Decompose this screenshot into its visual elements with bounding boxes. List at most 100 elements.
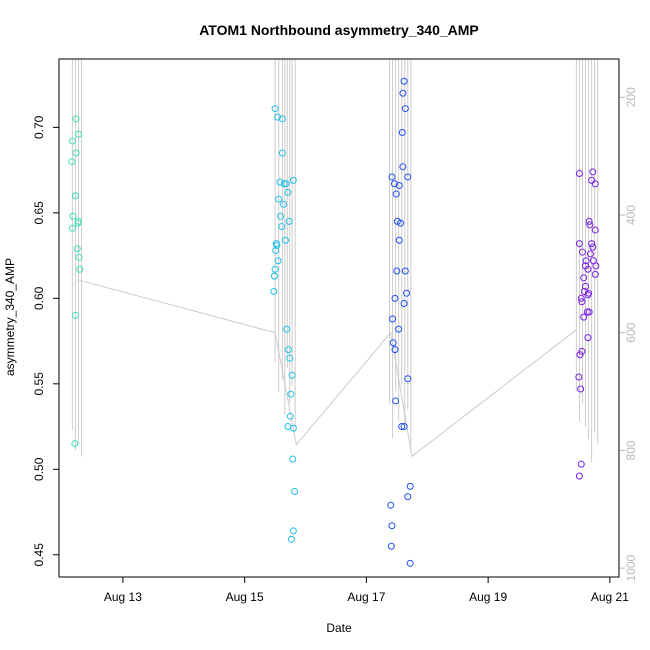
data-point bbox=[270, 272, 278, 280]
data-point bbox=[392, 190, 400, 198]
data-point bbox=[68, 158, 76, 166]
data-point bbox=[391, 294, 399, 302]
data-point bbox=[271, 265, 279, 273]
data-point bbox=[71, 192, 79, 200]
y-axis-label: asymmetry_340_AMP bbox=[3, 258, 17, 376]
data-point bbox=[395, 325, 403, 333]
secondary-line bbox=[77, 279, 577, 458]
data-point bbox=[404, 493, 412, 501]
x-tick-label: Aug 19 bbox=[469, 590, 507, 604]
data-point bbox=[72, 149, 80, 157]
data-point bbox=[575, 240, 583, 248]
data-point bbox=[575, 170, 583, 178]
data-point bbox=[395, 182, 403, 190]
data-point bbox=[75, 253, 83, 261]
x-axis-label: Date bbox=[326, 621, 352, 635]
data-point bbox=[401, 105, 409, 113]
data-point bbox=[584, 291, 592, 299]
data-point bbox=[289, 455, 297, 463]
data-point bbox=[583, 308, 591, 316]
data-point bbox=[400, 423, 408, 431]
data-point bbox=[395, 236, 403, 244]
data-point bbox=[282, 180, 290, 188]
data-point bbox=[273, 241, 281, 249]
secondary-series bbox=[71, 59, 599, 463]
data-point bbox=[74, 130, 82, 138]
data-point bbox=[74, 219, 82, 227]
data-point bbox=[580, 313, 588, 321]
data-point bbox=[585, 308, 593, 316]
data-point bbox=[592, 262, 600, 270]
data-point bbox=[399, 89, 407, 97]
data-point bbox=[284, 346, 292, 354]
data-point bbox=[69, 212, 77, 220]
y2-tick-label: 400 bbox=[624, 205, 638, 225]
data-point bbox=[270, 288, 278, 296]
data-point bbox=[398, 129, 406, 137]
data-point bbox=[76, 265, 84, 273]
data-point bbox=[68, 224, 76, 232]
data-point bbox=[400, 299, 408, 307]
data-point bbox=[277, 212, 285, 220]
scatter-points bbox=[68, 77, 600, 567]
data-point bbox=[275, 195, 283, 203]
data-point bbox=[591, 270, 599, 278]
data-point bbox=[578, 298, 586, 306]
data-point bbox=[575, 472, 583, 480]
y-axis: 0.45 0.50 0.55 0.60 0.65 0.70 bbox=[32, 115, 59, 566]
data-point bbox=[582, 282, 590, 290]
data-point bbox=[68, 137, 76, 145]
right-axis: 200 400 600 800 1000 bbox=[619, 87, 638, 582]
y-tick-label: 0.55 bbox=[32, 372, 46, 396]
data-point bbox=[577, 294, 585, 302]
data-point bbox=[278, 149, 286, 157]
data-point bbox=[285, 217, 293, 225]
data-point bbox=[399, 163, 407, 171]
data-point bbox=[398, 423, 406, 431]
data-point bbox=[578, 248, 586, 256]
data-point bbox=[289, 176, 297, 184]
data-point bbox=[280, 180, 288, 188]
data-point bbox=[286, 354, 294, 362]
data-point bbox=[404, 375, 412, 383]
data-point bbox=[283, 325, 291, 333]
data-point bbox=[72, 115, 80, 123]
data-point bbox=[577, 385, 585, 393]
data-point bbox=[396, 219, 404, 227]
data-point bbox=[588, 240, 596, 248]
data-point bbox=[291, 488, 299, 496]
data-point bbox=[272, 246, 280, 254]
data-point bbox=[389, 315, 397, 323]
data-point bbox=[271, 105, 279, 113]
data-point bbox=[404, 173, 412, 181]
data-point bbox=[274, 257, 282, 265]
data-point bbox=[591, 180, 599, 188]
data-point bbox=[286, 412, 294, 420]
data-point bbox=[71, 311, 79, 319]
data-point bbox=[577, 460, 585, 468]
data-point bbox=[400, 77, 408, 85]
data-point bbox=[391, 346, 399, 354]
data-point bbox=[281, 236, 289, 244]
y-tick-label: 0.60 bbox=[32, 286, 46, 310]
y-tick-label: 0.70 bbox=[32, 115, 46, 139]
data-point bbox=[289, 527, 297, 535]
data-point bbox=[278, 115, 286, 123]
data-point bbox=[406, 482, 414, 490]
data-point bbox=[284, 188, 292, 196]
data-point bbox=[401, 267, 409, 275]
y-tick-label: 0.65 bbox=[32, 201, 46, 225]
data-point bbox=[584, 334, 592, 342]
data-point bbox=[578, 347, 586, 355]
data-point bbox=[585, 217, 593, 225]
y-tick-label: 0.50 bbox=[32, 457, 46, 481]
x-tick-label: Aug 17 bbox=[347, 590, 385, 604]
x-axis: Aug 13 Aug 15 Aug 17 Aug 19 Aug 21 bbox=[104, 577, 629, 604]
y2-tick-label: 600 bbox=[624, 322, 638, 342]
data-point bbox=[389, 339, 397, 347]
data-point bbox=[584, 265, 592, 273]
data-point bbox=[71, 440, 79, 448]
data-point bbox=[288, 371, 296, 379]
data-point bbox=[387, 542, 395, 550]
chart-title: ATOM1 Northbound asymmetry_340_AMP bbox=[199, 22, 479, 38]
